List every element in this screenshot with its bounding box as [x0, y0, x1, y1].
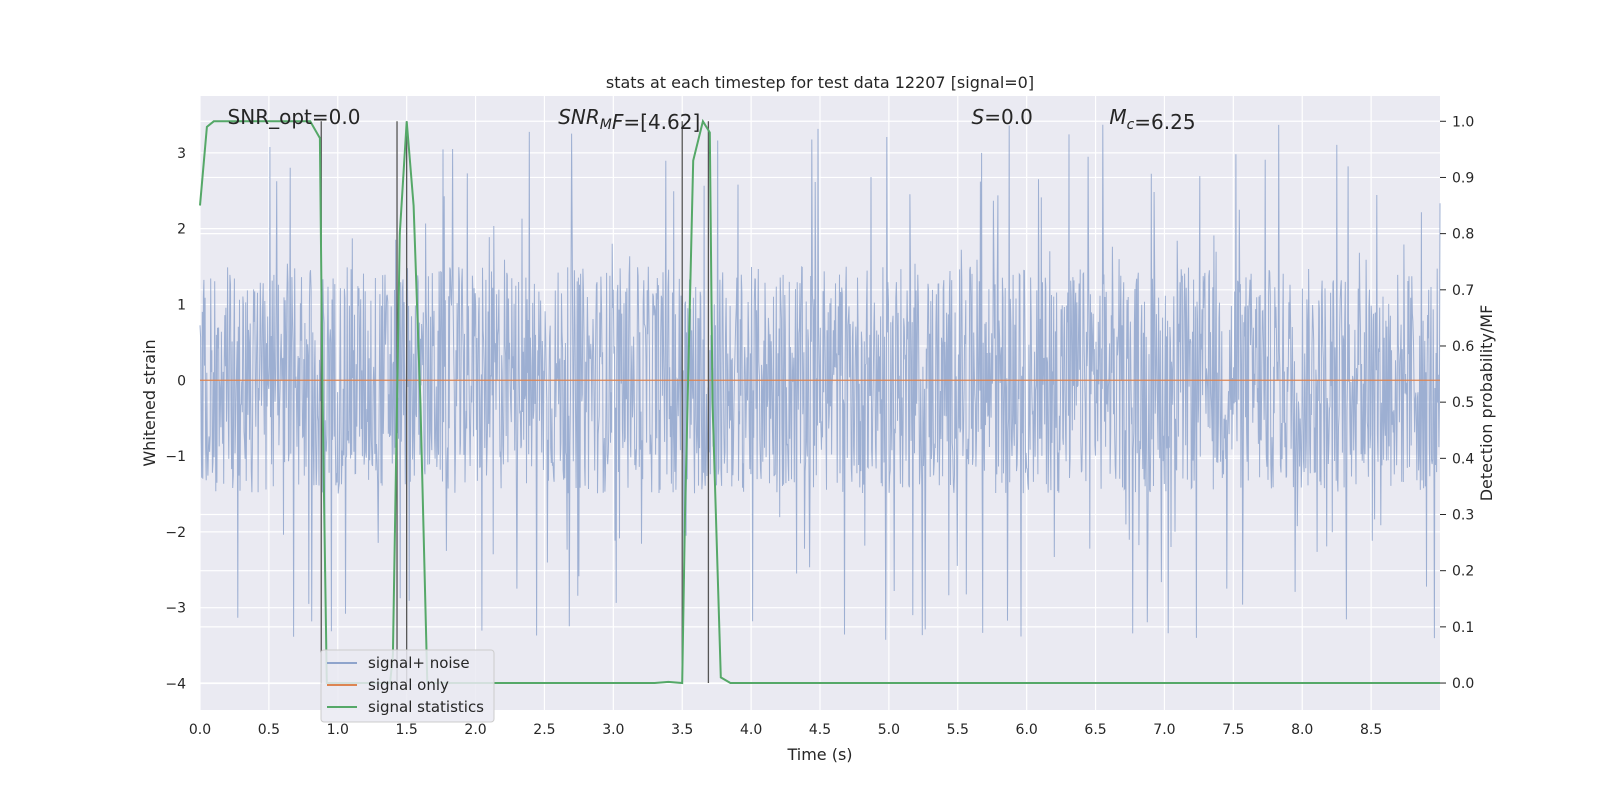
right-tick-label: 0.0 — [1452, 676, 1474, 692]
x-axis-label: Time (s) — [786, 745, 852, 764]
right-tick-label: 0.6 — [1452, 339, 1474, 355]
annotation-0: SNR_opt=0.0 — [228, 105, 361, 129]
y-tick-label: 2 — [177, 222, 186, 238]
annotation-1: SNRMF=[4.62] — [558, 105, 700, 134]
chart-title: stats at each timestep for test data 122… — [606, 73, 1034, 92]
x-tick-label: 2.5 — [533, 722, 555, 738]
legend-label-noise: signal+ noise — [368, 654, 470, 672]
x-tick-label: 5.5 — [947, 722, 969, 738]
y-axis-label: Whitened strain — [140, 339, 159, 466]
right-tick-label: 0.8 — [1452, 227, 1474, 243]
x-tick-label: 7.0 — [1153, 722, 1175, 738]
annotation-2: S=0.0 — [972, 105, 1033, 129]
series-signal-statistics — [199, 118, 1440, 685]
right-tick-label: 0.9 — [1452, 170, 1474, 186]
right-tick-label: 0.3 — [1452, 508, 1474, 524]
y-tick-label: −4 — [165, 676, 186, 692]
right-tick-label: 0.2 — [1452, 564, 1474, 580]
right-tick-label: 0.5 — [1452, 395, 1474, 411]
x-tick-label: 4.5 — [809, 722, 831, 738]
x-tick-label: 6.5 — [1084, 722, 1106, 738]
legend-label-signal: signal only — [368, 676, 449, 694]
y-tick-label: 0 — [177, 373, 186, 389]
x-tick-label: 1.0 — [327, 722, 349, 738]
legend-box — [320, 649, 495, 723]
y-tick-label: 3 — [177, 146, 186, 162]
x-tick-label: 1.5 — [396, 722, 418, 738]
right-axis-label: Detection probability/MF — [1477, 305, 1496, 502]
x-tick-label: 5.0 — [878, 722, 900, 738]
right-tick-label: 0.4 — [1452, 451, 1474, 467]
annotation-3: Mc=6.25 — [1109, 105, 1195, 134]
x-tick-label: 0.5 — [258, 722, 280, 738]
x-tick-label: 3.0 — [602, 722, 624, 738]
x-tick-label: 4.0 — [740, 722, 762, 738]
right-tick-label: 0.1 — [1452, 620, 1474, 636]
y-axis-ticks: −4 −3 −2 −1 0 1 2 3 — [165, 146, 186, 693]
y-tick-label: −2 — [165, 525, 186, 541]
legend: signal+ noise signal only signal statist… — [320, 649, 495, 723]
x-axis-ticks: 0.0 0.5 1.0 1.5 2.0 2.5 3.0 3.5 4.0 4.5 5.0 5.5 6.0 6… — [189, 722, 1382, 738]
right-axis-ticks: 0.0 0.1 0.2 0.3 0.4 0.5 0.6 0.7 0.8 0.9 1.0 — [1440, 114, 1474, 692]
x-tick-label: 0.0 — [189, 722, 211, 738]
y-tick-label: −1 — [165, 449, 186, 465]
x-tick-label: 7.5 — [1222, 722, 1244, 738]
y-tick-label: 1 — [177, 297, 186, 313]
x-tick-label: 8.5 — [1360, 722, 1382, 738]
legend-label-stats: signal statistics — [368, 698, 484, 716]
annotations: SNR_opt=0.0 SNRMF=[4.62] S=0.0 Mc=6.25 — [228, 105, 1196, 134]
x-tick-label: 3.5 — [671, 722, 693, 738]
y-tick-label: −3 — [165, 601, 186, 617]
x-tick-label: 6.0 — [1016, 722, 1038, 738]
right-tick-label: 1.0 — [1452, 114, 1474, 130]
x-tick-label: 2.0 — [464, 722, 486, 738]
x-tick-label: 8.0 — [1291, 722, 1313, 738]
signal-statistics-line — [199, 118, 1440, 685]
right-tick-label: 0.7 — [1452, 283, 1474, 299]
